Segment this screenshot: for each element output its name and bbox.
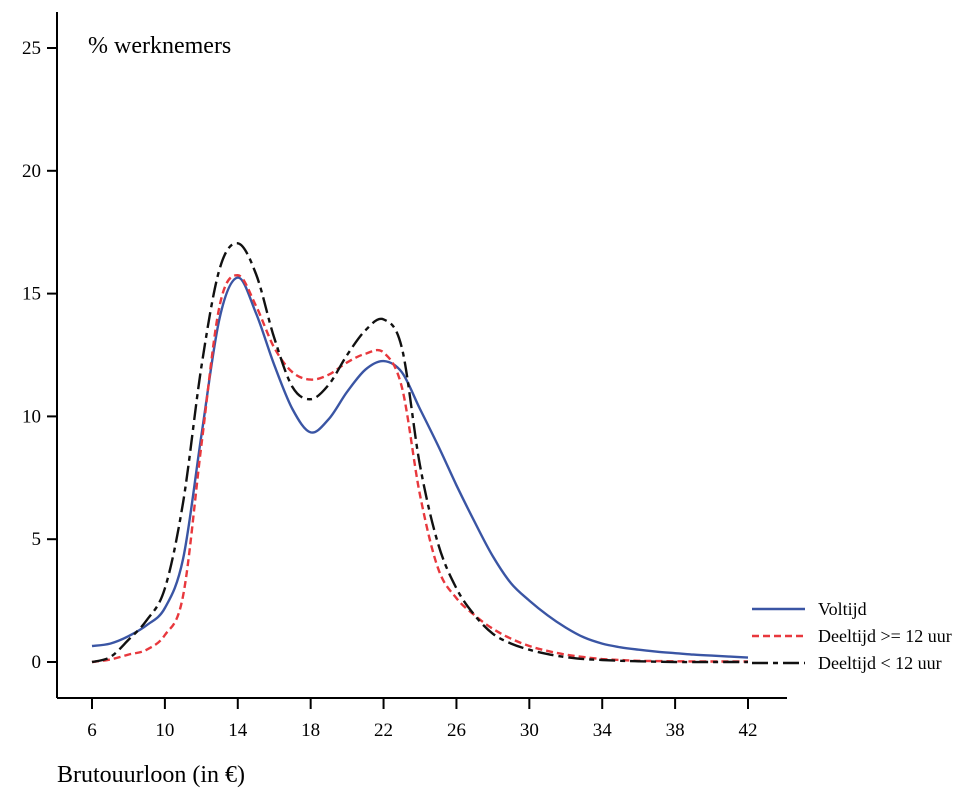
legend-label-2: Deeltijd >= 12 uur — [818, 626, 952, 646]
x-tick-label: 38 — [666, 720, 685, 741]
legend-label-3: Deeltijd < 12 uur — [818, 653, 942, 673]
x-tick-label: 42 — [739, 720, 758, 741]
x-tick-label: 14 — [228, 720, 248, 741]
x-tick-label: 34 — [593, 720, 613, 741]
y-axis-title: % werknemers — [88, 33, 231, 59]
y-tick-label: 0 — [32, 652, 42, 673]
y-tick-label: 20 — [22, 161, 41, 182]
y-tick-label: 15 — [22, 284, 41, 305]
legend: Voltijd Deeltijd >= 12 uur Deeltijd < 12 u… — [752, 599, 952, 673]
x-tick-label: 22 — [374, 720, 393, 741]
series-layer — [91, 242, 749, 664]
x-tick-label: 18 — [301, 720, 320, 741]
y-tick-label: 25 — [22, 38, 41, 59]
x-tick-label: 6 — [87, 720, 97, 741]
y-tick-label: 5 — [32, 529, 42, 550]
x-axis-title: Brutouurloon (in €) — [57, 762, 245, 788]
legend-label-1: Voltijd — [818, 599, 867, 619]
axes: 0 5 10 15 20 25 6 10 14 18 22 26 30 34 38 42 — [22, 12, 787, 741]
series-line-3 — [91, 242, 748, 664]
series-line-2 — [91, 274, 748, 664]
x-tick-label: 30 — [520, 720, 539, 741]
y-tick-label: 10 — [22, 406, 41, 427]
x-tick-label: 26 — [447, 720, 466, 741]
x-tick-label: 10 — [155, 720, 174, 741]
series-line-1 — [91, 276, 749, 659]
